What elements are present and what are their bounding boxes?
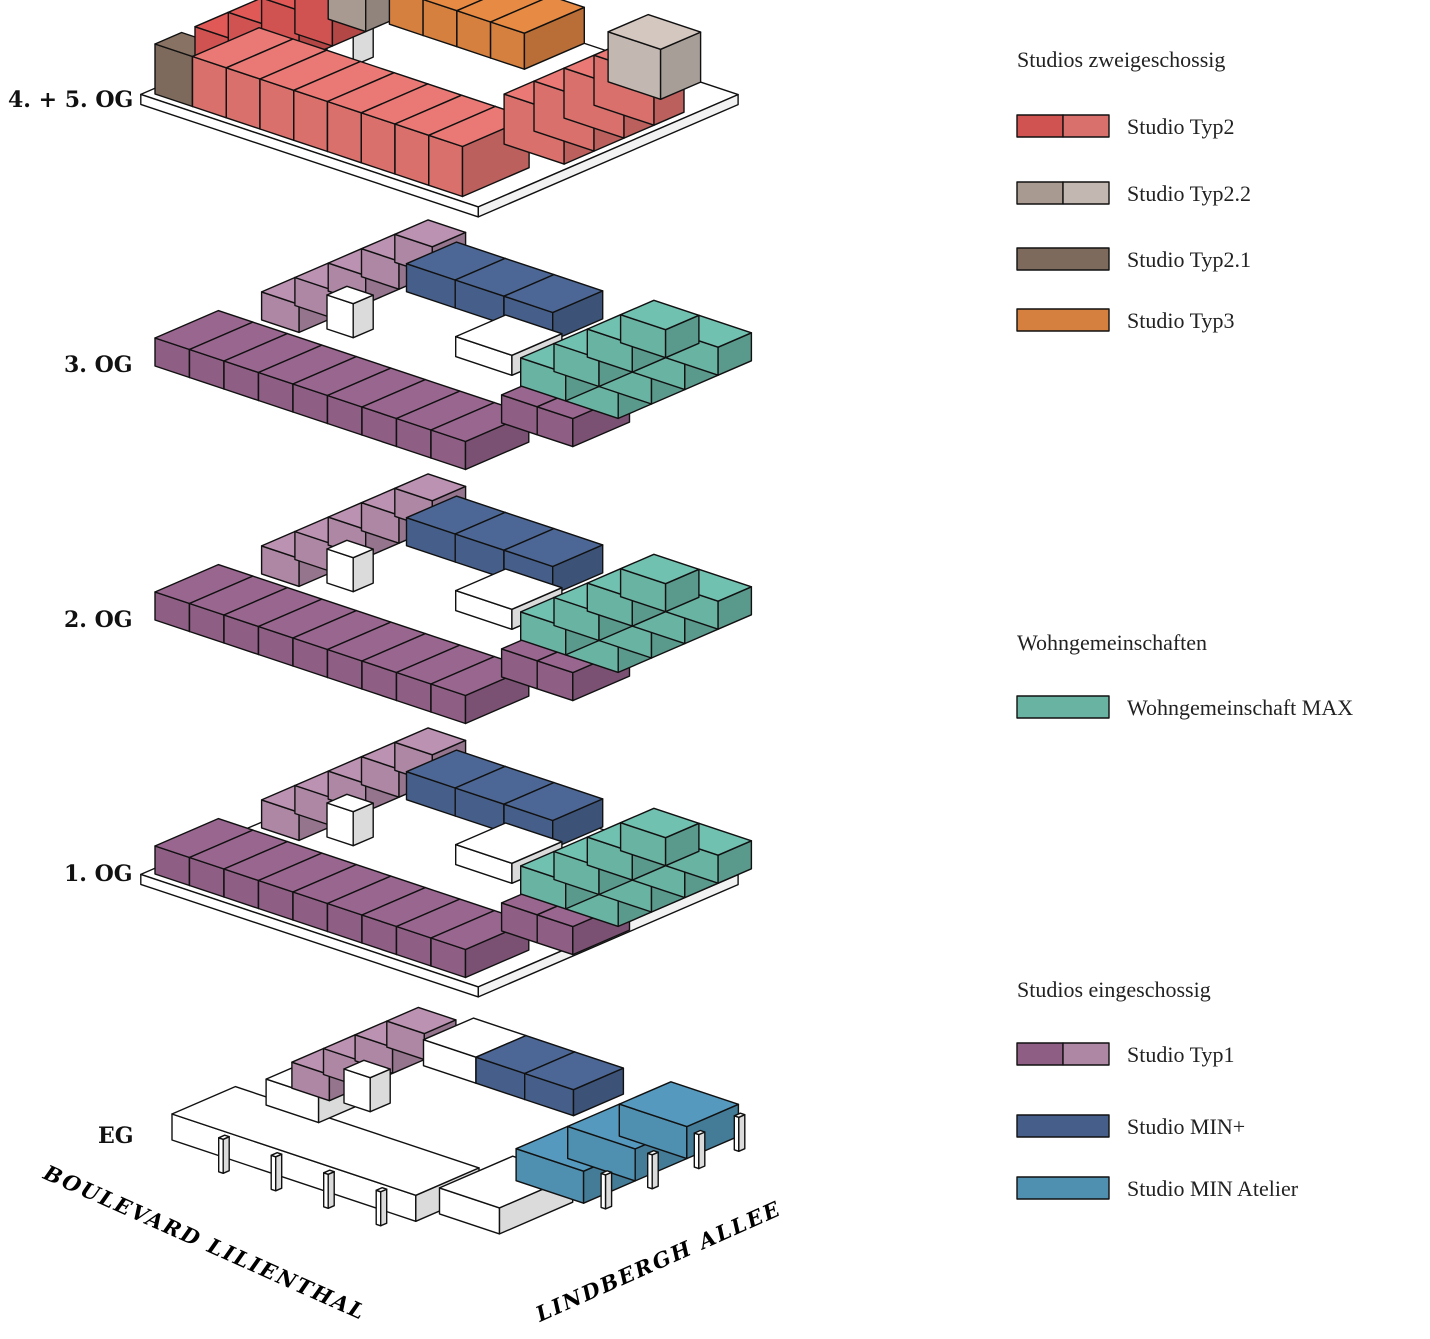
eg-core-top — [343, 1059, 391, 1079]
og45-typ22-front-top — [607, 13, 702, 50]
floor-label-2-og: 2. OG — [64, 607, 133, 633]
eg-column-1-top — [270, 1151, 283, 1158]
legend-heading-two-storey: Studios zweigeschossig — [1017, 47, 1225, 72]
legend-swatch-min-atelier — [1016, 1176, 1110, 1200]
floor-label-4-5-og: 4. + 5. OG — [8, 87, 133, 113]
legend-swatch-typ2-light — [1062, 114, 1110, 138]
eg-column-3-top — [375, 1186, 388, 1193]
eg-column-2-top — [323, 1169, 335, 1176]
og45-typ3-3-top — [489, 0, 585, 34]
legend-heading-shared-flats: Wohngemeinschaften — [1017, 630, 1207, 655]
legend-swatch-typ1-dark — [1016, 1042, 1064, 1066]
eg-column-0-top — [217, 1134, 230, 1141]
og1-typ1-light-4-top — [394, 727, 467, 756]
eg-typ1-light-3-top — [386, 1006, 457, 1035]
eg-column-6-front — [698, 1131, 706, 1170]
legend-label-typ1: Studio Typ1 — [1127, 1042, 1234, 1067]
legend-item-studio-typ2: Studio Typ2 — [1016, 114, 1234, 139]
og3-court-box-top — [455, 314, 563, 356]
og1-core-top — [326, 793, 374, 813]
street-label-lindbergh-allee: LINDBERGH ALLEE — [531, 1195, 785, 1326]
og45-typ3-1-top — [422, 0, 484, 12]
og2-wg-max-b-3-top — [619, 553, 700, 585]
og3-min-plus-2-top — [503, 273, 604, 314]
legend: Studios zweigeschossig Studio Typ2 Studi… — [1016, 47, 1353, 1201]
legend-swatch-typ2-dark — [1016, 114, 1064, 138]
floor-label-eg: EG — [98, 1123, 134, 1149]
legend-label-typ2: Studio Typ2 — [1127, 114, 1234, 139]
eg-column-6-top — [693, 1129, 706, 1136]
og2-core-top — [326, 539, 374, 559]
legend-label-wg-max: Wohngemeinschaft MAX — [1127, 695, 1353, 720]
eg-column-4-front — [604, 1171, 613, 1210]
legend-label-min-atelier: Studio MIN Atelier — [1127, 1176, 1299, 1201]
legend-item-studio-typ1: Studio Typ1 — [1016, 1042, 1234, 1067]
eg-column-0-front — [222, 1135, 230, 1175]
eg-column-4-top — [600, 1170, 613, 1176]
legend-swatch-typ22-dark — [1016, 181, 1064, 205]
legend-swatch-wg-max — [1016, 695, 1110, 719]
eg-column-3-front — [380, 1188, 388, 1227]
floor-label-3-og: 3. OG — [64, 352, 133, 378]
eg-column-7-front — [738, 1113, 746, 1153]
eg-column-1-front — [275, 1153, 283, 1192]
og2-min-plus-2-top — [503, 527, 604, 568]
legend-swatch-typ1-light — [1062, 1042, 1110, 1066]
eg-column-7-top — [733, 1112, 746, 1119]
legend-item-studio-typ3: Studio Typ3 — [1016, 308, 1234, 333]
legend-heading-one-storey: Studios eingeschossig — [1017, 977, 1211, 1002]
floor-label-1-og: 1. OG — [64, 861, 133, 887]
eg-column-5-front — [651, 1151, 659, 1190]
og3-wg-max-b-3-top — [619, 299, 700, 331]
legend-swatch-min-plus — [1016, 1114, 1110, 1138]
legend-item-studio-typ2-2: Studio Typ2.2 — [1016, 181, 1251, 206]
og45-typ3-2-top — [456, 0, 544, 23]
legend-swatch-typ3 — [1016, 308, 1110, 332]
eg-commercial-left-top — [171, 1085, 480, 1197]
legend-item-studio-min-plus: Studio MIN+ — [1016, 1114, 1245, 1139]
legend-swatch-typ21 — [1016, 247, 1110, 271]
legend-item-studio-typ2-1: Studio Typ2.1 — [1016, 247, 1251, 272]
legend-label-typ3: Studio Typ3 — [1127, 308, 1234, 333]
legend-label-typ21: Studio Typ2.1 — [1127, 247, 1251, 272]
eg-column-2-front — [327, 1170, 335, 1210]
og2-court-box-top — [455, 568, 563, 610]
eg-min-plus-1-top — [524, 1051, 625, 1091]
og45-slab-edge-right — [477, 93, 739, 218]
og2-typ1-light-4-top — [394, 473, 467, 502]
og1-min-plus-2-top — [503, 781, 604, 822]
eg-min-atelier-2-top — [618, 1081, 740, 1128]
legend-label-typ22: Studio Typ2.2 — [1127, 181, 1251, 206]
og3-typ1-light-4-top — [394, 219, 467, 248]
legend-swatch-typ22-light — [1062, 181, 1110, 205]
legend-label-min-plus: Studio MIN+ — [1127, 1114, 1245, 1139]
legend-item-wg-max: Wohngemeinschaft MAX — [1016, 695, 1353, 720]
legend-item-studio-min-atelier: Studio MIN Atelier — [1016, 1176, 1299, 1201]
eg-column-5-top — [647, 1149, 659, 1156]
floors-layer — [140, 0, 753, 1235]
og1-wg-max-b-3-top — [619, 807, 700, 839]
og1-court-box-top — [455, 822, 563, 864]
og3-core-top — [326, 285, 374, 305]
